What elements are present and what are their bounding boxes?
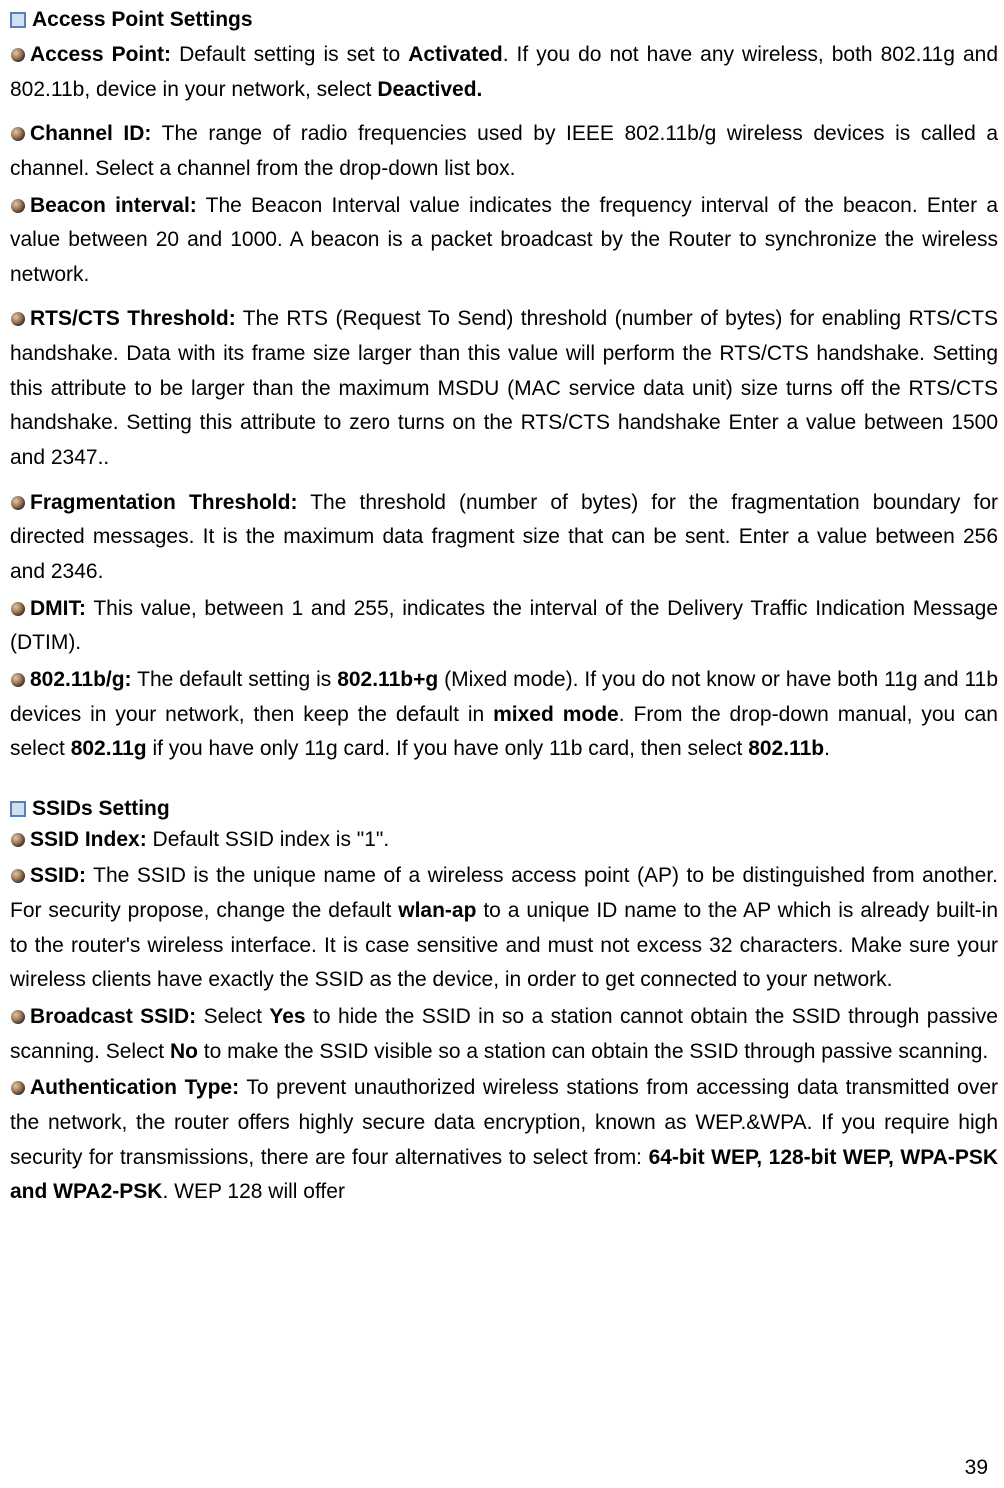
item-text: Select bbox=[196, 1005, 269, 1028]
item-bold: 802.11b+g bbox=[337, 668, 438, 691]
item-label: RTS/CTS Threshold: bbox=[30, 307, 236, 330]
bullet-icon bbox=[10, 672, 26, 688]
item-label: SSID Index: bbox=[30, 828, 147, 851]
item-text: This value, between 1 and 255, indicates… bbox=[10, 597, 998, 655]
item-bold: wlan-ap bbox=[398, 899, 476, 922]
item-bold: mixed mode bbox=[493, 703, 619, 726]
item-frag: Fragmentation Threshold: The threshold (… bbox=[10, 486, 998, 590]
bullet-icon bbox=[10, 868, 26, 884]
item-text: Default SSID index is "1". bbox=[147, 828, 390, 851]
bullet-icon bbox=[10, 47, 26, 63]
item-broadcast-ssid: Broadcast SSID: Select Yes to hide the S… bbox=[10, 1000, 998, 1069]
item-label: Broadcast SSID: bbox=[30, 1005, 196, 1028]
item-text: The RTS (Request To Send) threshold (num… bbox=[10, 307, 998, 469]
item-auth-type: Authentication Type: To prevent unauthor… bbox=[10, 1071, 998, 1210]
page-number: 39 bbox=[965, 1456, 988, 1480]
section-title: Access Point Settings bbox=[32, 8, 253, 32]
item-access-point: Access Point: Default setting is set to … bbox=[10, 38, 998, 107]
bullet-icon bbox=[10, 601, 26, 617]
section-title: SSIDs Setting bbox=[32, 797, 170, 821]
item-dmit: DMIT: This value, between 1 and 255, ind… bbox=[10, 592, 998, 661]
item-label: Authentication Type: bbox=[30, 1076, 239, 1099]
section-header-aps: Access Point Settings bbox=[10, 8, 998, 32]
item-bold: Yes bbox=[269, 1005, 305, 1028]
item-rts: RTS/CTS Threshold: The RTS (Request To S… bbox=[10, 302, 998, 475]
item-ssid-index: SSID Index: Default SSID index is "1". bbox=[10, 823, 998, 858]
item-label: DMIT: bbox=[30, 597, 86, 620]
bullet-icon bbox=[10, 311, 26, 327]
item-label: Channel ID: bbox=[30, 122, 151, 145]
item-text: to make the SSID visible so a station ca… bbox=[198, 1040, 988, 1063]
bullet-icon bbox=[10, 198, 26, 214]
item-bold: No bbox=[170, 1040, 198, 1063]
item-80211bg: 802.11b/g: The default setting is 802.11… bbox=[10, 663, 998, 767]
item-text: Default setting is set to bbox=[171, 43, 408, 66]
item-text: The range of radio frequencies used by I… bbox=[10, 122, 998, 180]
item-bold: 802.11g bbox=[71, 737, 147, 760]
item-text: . bbox=[824, 737, 830, 760]
item-text: The default setting is bbox=[132, 668, 338, 691]
square-icon bbox=[10, 12, 26, 28]
item-channel-id: Channel ID: The range of radio frequenci… bbox=[10, 117, 998, 186]
item-bold: Deactived. bbox=[377, 78, 482, 101]
section-header-ssids: SSIDs Setting bbox=[10, 797, 998, 821]
item-text: . WEP 128 will offer bbox=[162, 1180, 344, 1203]
item-label: Access Point: bbox=[30, 43, 171, 66]
bullet-icon bbox=[10, 1080, 26, 1096]
bullet-icon bbox=[10, 126, 26, 142]
bullet-icon bbox=[10, 1009, 26, 1025]
bullet-icon bbox=[10, 495, 26, 511]
item-bold: Activated bbox=[408, 43, 503, 66]
square-icon bbox=[10, 801, 26, 817]
item-label: SSID: bbox=[30, 864, 86, 887]
item-bold: 802.11b bbox=[748, 737, 824, 760]
item-label: Beacon interval: bbox=[30, 194, 197, 217]
bullet-icon bbox=[10, 832, 26, 848]
item-ssid: SSID: The SSID is the unique name of a w… bbox=[10, 859, 998, 998]
item-label: 802.11b/g: bbox=[30, 668, 132, 691]
item-beacon: Beacon interval: The Beacon Interval val… bbox=[10, 189, 998, 293]
item-label: Fragmentation Threshold: bbox=[30, 491, 297, 514]
spacer bbox=[10, 777, 998, 797]
item-text: if you have only 11g card. If you have o… bbox=[147, 737, 749, 760]
